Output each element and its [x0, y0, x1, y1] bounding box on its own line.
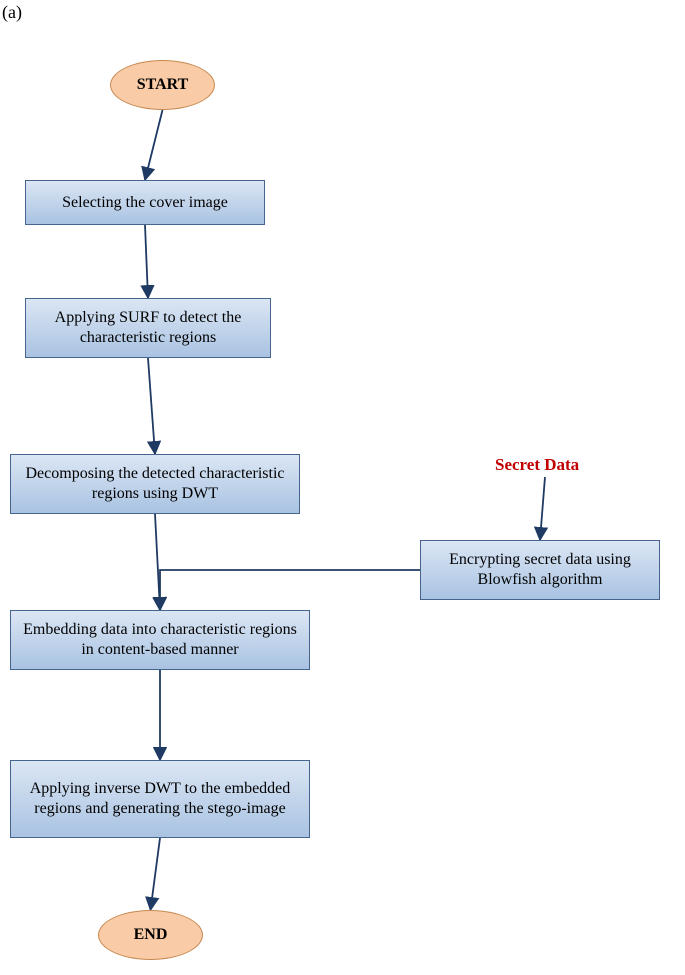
flowchart-canvas: (a) START Selecting the cover image Applyi…: [0, 0, 685, 975]
start-node: START: [110, 60, 215, 110]
n5-node: Applying inverse DWT to the embedded reg…: [10, 760, 310, 838]
n3-node: Decomposing the detected characteristic …: [10, 454, 300, 514]
n1-node: Selecting the cover image: [25, 180, 265, 225]
figure-label: (a): [2, 2, 22, 23]
n4-node: Embedding data into characteristic regio…: [10, 610, 310, 670]
end-node: END: [98, 910, 203, 960]
n2-node: Applying SURF to detect the characterist…: [25, 298, 271, 358]
encrypt-node: Encrypting secret data using Blowfish al…: [420, 540, 660, 600]
secret-label: Secret Data: [495, 455, 579, 475]
